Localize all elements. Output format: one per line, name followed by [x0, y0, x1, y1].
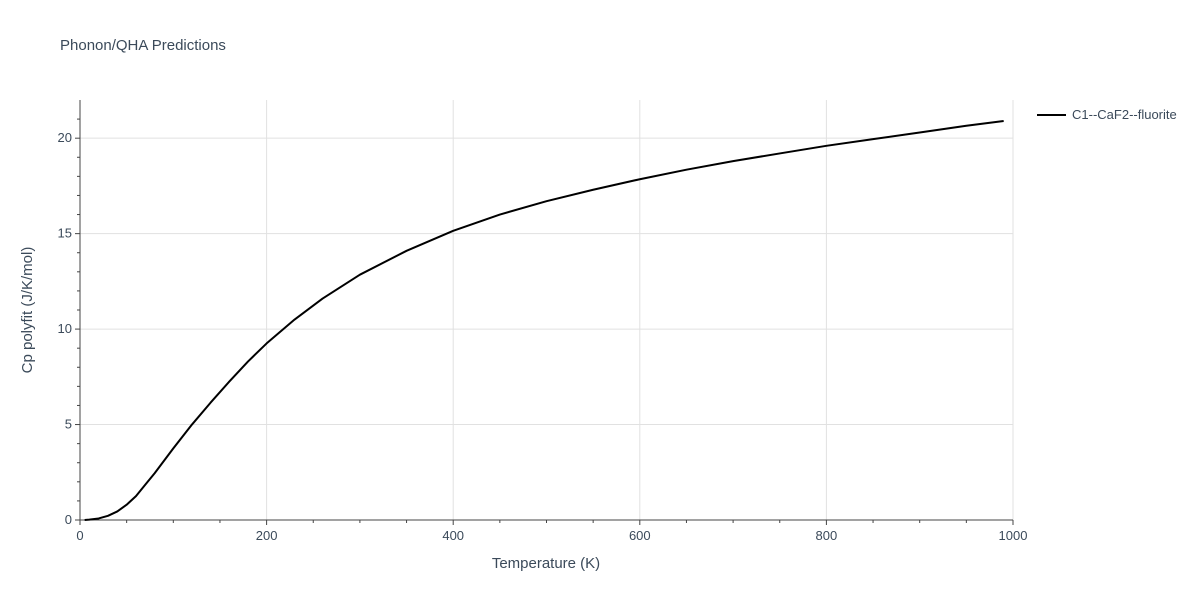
plot-series [84, 120, 1004, 521]
x-tick-label: 400 [442, 528, 464, 543]
x-tick-label: 1000 [999, 528, 1028, 543]
x-tick-label: 0 [76, 528, 83, 543]
y-tick-label: 20 [58, 130, 72, 145]
grid [80, 100, 1014, 520]
y-tick-label: 15 [58, 226, 72, 241]
chart-title: Phonon/QHA Predictions [60, 37, 226, 54]
y-axis-ticks: 0 5 10 15 20 [58, 118, 80, 527]
x-axis-title: Temperature (K) [492, 555, 600, 572]
axes [79, 100, 1013, 521]
y-tick-label: 5 [65, 417, 72, 432]
y-tick-label: 0 [65, 512, 72, 527]
x-axis-ticks: 0 200 400 600 800 1000 [76, 520, 1027, 543]
legend[interactable]: C1--CaF2--fluorite [1037, 107, 1177, 122]
y-tick-label: 10 [58, 321, 72, 336]
x-tick-label: 600 [629, 528, 651, 543]
x-tick-label: 200 [256, 528, 278, 543]
series-line[interactable] [84, 120, 1004, 521]
x-tick-label: 800 [816, 528, 838, 543]
y-axis-title: Cp polyfit (J/K/mol) [19, 247, 36, 374]
legend-label[interactable]: C1--CaF2--fluorite [1072, 107, 1177, 122]
